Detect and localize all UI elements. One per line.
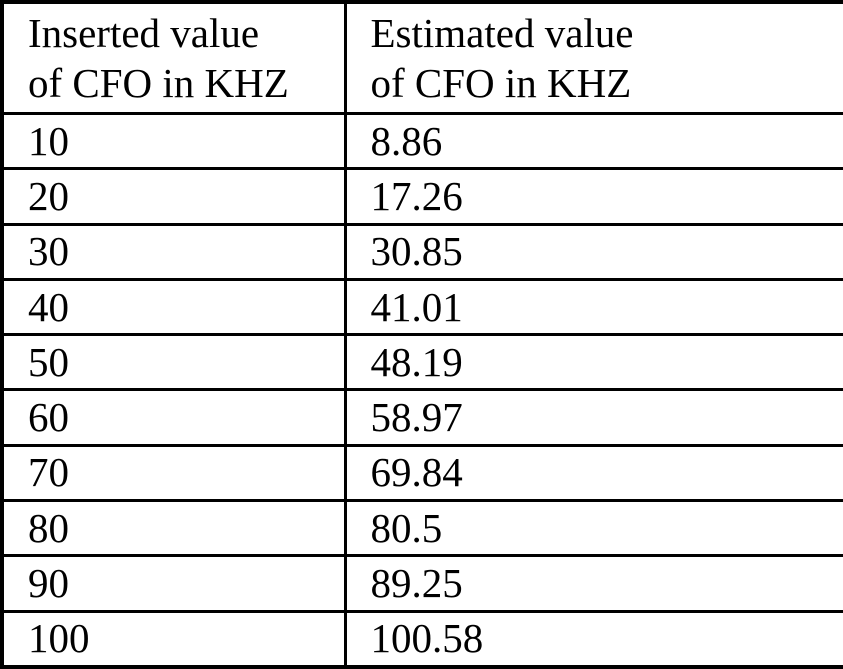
header-estimated-line1: Estimated value	[370, 10, 634, 56]
table-row: 50 48.19	[0, 333, 843, 392]
cell-inserted-value: 90	[0, 554, 347, 613]
cell-inserted-value: 30	[0, 222, 347, 281]
cell-estimated-value: 8.86	[343, 111, 843, 171]
cell-estimated-value: 17.26	[343, 167, 843, 226]
table-row: 20 17.26	[0, 167, 843, 226]
table-row: 60 58.97	[0, 388, 843, 447]
cell-estimated-value: 58.97	[343, 388, 843, 447]
cell-inserted-value: 70	[0, 443, 347, 503]
table-row: 70 69.84	[0, 443, 843, 503]
table-row: 10 8.86	[0, 111, 843, 171]
table-row: 100 100.58	[0, 609, 843, 669]
cell-estimated-value: 80.5	[343, 499, 843, 558]
cell-estimated-value: 89.25	[343, 554, 843, 613]
table-row: 30 30.85	[0, 222, 843, 281]
cell-estimated-value: 100.58	[343, 609, 843, 669]
cell-inserted-value: 100	[0, 609, 347, 669]
cell-inserted-value: 40	[0, 277, 347, 337]
cell-inserted-value: 20	[0, 167, 347, 226]
header-estimated-line2: of CFO in KHZ	[370, 60, 632, 107]
cell-inserted-value: 80	[0, 499, 347, 558]
table-row: 90 89.25	[0, 554, 843, 613]
cell-estimated-value: 41.01	[343, 277, 843, 337]
column-header-inserted-value: Inserted value of CFO in KHZ	[0, 0, 347, 115]
cell-estimated-value: 48.19	[343, 333, 843, 392]
header-inserted-line1: Inserted value	[28, 10, 260, 56]
cell-inserted-value: 60	[0, 388, 347, 447]
cell-estimated-value: 69.84	[343, 443, 843, 503]
cell-estimated-value: 30.85	[343, 222, 843, 281]
table-body: 10 8.86 20 17.26 30 30.85 40 41.01 50 48…	[0, 111, 843, 669]
cell-inserted-value: 10	[0, 111, 347, 171]
table-row: 40 41.01	[0, 277, 843, 337]
table-header: Inserted value of CFO in KHZ Estimated v…	[0, 0, 843, 115]
header-row: Inserted value of CFO in KHZ Estimated v…	[0, 0, 843, 115]
cell-inserted-value: 50	[0, 333, 347, 392]
column-header-estimated-value: Estimated value of CFO in KHZ	[343, 0, 843, 115]
table-row: 80 80.5	[0, 499, 843, 558]
header-inserted-line2: of CFO in KHZ	[28, 60, 289, 107]
